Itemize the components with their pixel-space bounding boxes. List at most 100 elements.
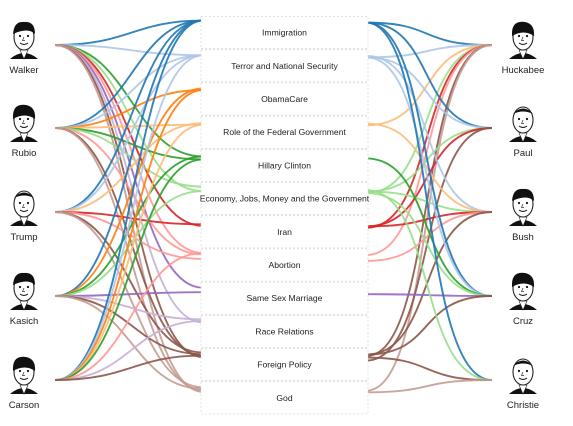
cruz-portrait-icon bbox=[509, 272, 537, 311]
link-left bbox=[54, 44, 204, 158]
link-right bbox=[365, 211, 493, 228]
candidate-left[interactable]: Rubio bbox=[10, 104, 38, 159]
topic-box bbox=[200, 281, 369, 315]
link-left bbox=[54, 44, 204, 254]
link-right bbox=[365, 21, 493, 381]
topic-label: Same Sex Marriage bbox=[247, 293, 323, 303]
candidate-right[interactable]: Bush bbox=[509, 188, 537, 243]
candidate-left[interactable]: Trump bbox=[10, 190, 38, 243]
link-right bbox=[365, 56, 493, 129]
link-left bbox=[54, 252, 204, 381]
topic-item[interactable]: Same Sex Marriage bbox=[200, 281, 369, 315]
topic-item[interactable]: Foreign Policy bbox=[200, 348, 369, 382]
candidate-right[interactable]: Cruz bbox=[509, 272, 537, 327]
rubio-portrait-icon bbox=[10, 104, 38, 143]
candidate-right[interactable]: Paul bbox=[509, 106, 537, 159]
link-left bbox=[54, 19, 204, 381]
link-right bbox=[365, 44, 493, 59]
link-left bbox=[54, 122, 204, 213]
link-left bbox=[54, 89, 204, 381]
link-left bbox=[54, 211, 204, 354]
topic-item[interactable]: Abortion bbox=[200, 248, 369, 282]
topic-box bbox=[200, 148, 369, 182]
candidate-left[interactable]: Walker bbox=[9, 21, 39, 76]
link-right bbox=[365, 122, 493, 213]
candidate-right[interactable]: Huckabee bbox=[502, 21, 545, 76]
link-left bbox=[54, 19, 204, 297]
topic-item[interactable]: Race Relations bbox=[200, 314, 369, 348]
link-left bbox=[54, 155, 204, 297]
candidate-name: Huckabee bbox=[502, 65, 545, 76]
topic-box bbox=[200, 49, 369, 83]
link-right bbox=[365, 21, 493, 46]
candidate-name: Walker bbox=[9, 65, 38, 76]
topic-label: Hillary Clinton bbox=[258, 160, 311, 170]
topic-box bbox=[200, 82, 369, 116]
candidate-name: Bush bbox=[512, 232, 534, 243]
topic-label: Role of the Federal Government bbox=[223, 127, 346, 137]
topic-label: Immigration bbox=[262, 28, 307, 38]
carson-portrait-icon bbox=[10, 356, 38, 395]
link-left bbox=[54, 19, 204, 213]
candidate-right[interactable]: Christie bbox=[507, 358, 539, 411]
bush-portrait-icon bbox=[509, 188, 537, 227]
candidate-left[interactable]: Carson bbox=[9, 356, 40, 411]
link-left bbox=[54, 89, 204, 129]
topic-item[interactable]: Economy, Jobs, Money and the Government bbox=[200, 182, 370, 216]
paul-portrait-icon bbox=[509, 106, 537, 143]
topic-links bbox=[54, 19, 493, 394]
link-right bbox=[365, 54, 493, 213]
link-left bbox=[54, 319, 204, 381]
topic-label: Foreign Policy bbox=[257, 360, 312, 370]
candidate-name: Christie bbox=[507, 400, 539, 411]
topic-box bbox=[200, 182, 369, 216]
topic-item[interactable]: Hillary Clinton bbox=[200, 148, 369, 182]
topic-box bbox=[200, 314, 369, 348]
link-left bbox=[54, 19, 204, 46]
left-candidates: Walker Rubio Trump Kasich Carson bbox=[9, 21, 40, 411]
link-left bbox=[54, 54, 204, 129]
candidate-name: Rubio bbox=[12, 148, 37, 159]
link-left bbox=[54, 54, 204, 381]
link-left bbox=[54, 211, 204, 389]
topic-item[interactable]: Immigration bbox=[200, 16, 369, 50]
link-right bbox=[365, 56, 493, 297]
candidate-name: Kasich bbox=[10, 316, 39, 327]
topic-item[interactable]: God bbox=[200, 381, 369, 415]
link-right bbox=[365, 44, 493, 392]
christie-portrait-icon bbox=[509, 358, 537, 395]
link-right bbox=[365, 189, 493, 381]
link-left bbox=[54, 295, 204, 321]
topic-item[interactable]: Iran bbox=[200, 215, 369, 249]
link-right bbox=[365, 21, 493, 297]
candidate-left[interactable]: Kasich bbox=[10, 272, 39, 327]
topic-box bbox=[200, 381, 369, 415]
topic-label: Iran bbox=[277, 227, 292, 237]
link-right bbox=[365, 44, 493, 256]
candidate-name: Paul bbox=[513, 148, 532, 159]
topic-item[interactable]: Terror and National Security bbox=[200, 49, 369, 83]
link-left bbox=[54, 127, 204, 161]
link-right bbox=[365, 44, 493, 127]
link-left bbox=[54, 19, 204, 129]
topic-box bbox=[200, 215, 369, 249]
topic-item[interactable]: ObamaCare bbox=[200, 82, 369, 116]
link-right bbox=[365, 356, 493, 381]
link-right bbox=[365, 379, 493, 394]
link-left bbox=[54, 291, 204, 297]
link-left bbox=[54, 158, 204, 381]
kasich-portrait-icon bbox=[10, 272, 38, 311]
link-right bbox=[365, 21, 493, 129]
topic-box bbox=[200, 348, 369, 382]
link-left bbox=[54, 44, 204, 324]
link-left bbox=[54, 54, 204, 213]
topic-label: Abortion bbox=[268, 260, 300, 270]
topic-label: Terror and National Security bbox=[231, 61, 338, 71]
topic-column: Immigration Terror and National Security O… bbox=[200, 16, 370, 415]
topic-item[interactable]: Role of the Federal Government bbox=[200, 115, 369, 149]
link-left bbox=[54, 295, 204, 356]
topic-box bbox=[200, 248, 369, 282]
link-left bbox=[54, 127, 204, 392]
link-left bbox=[54, 295, 204, 390]
